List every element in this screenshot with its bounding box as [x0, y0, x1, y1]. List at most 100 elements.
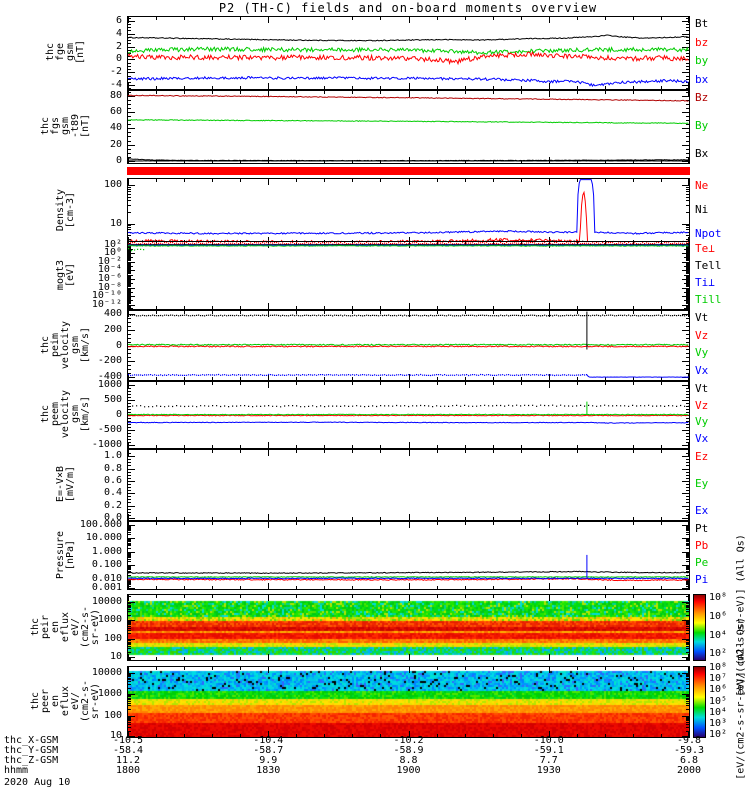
series-Pe	[128, 576, 689, 578]
y-tick-label: 0.4	[103, 487, 122, 499]
legend-Te⊥: Te⊥	[695, 242, 715, 255]
axis-value: 7.7	[539, 755, 558, 766]
legend-Vy: Vy	[695, 415, 709, 429]
y-tick-label: 80	[109, 89, 122, 101]
y-tick-label: -400	[97, 371, 122, 383]
colorbar-tick-label: 10⁸	[709, 662, 728, 674]
series-Vy	[128, 413, 689, 416]
axis-value: 6.8	[679, 755, 699, 766]
colorbar-peer	[693, 666, 706, 738]
y-tick-label: 6	[115, 14, 122, 26]
axis-label-p9: thc peir en eflux eV/ (cm2-s- sr-eV)	[30, 605, 101, 648]
series-Vt	[128, 404, 689, 408]
legend-Ey: Ey	[695, 477, 709, 490]
axis-value: -58.9	[393, 745, 424, 756]
panel-electron-spectrogram	[127, 666, 690, 738]
y-tick-label: 200	[103, 323, 122, 335]
spectrogram-ticks	[128, 595, 689, 660]
axis-value: 2000	[676, 765, 702, 776]
axis-value: -58.7	[253, 745, 284, 756]
axis-value: 1900	[396, 765, 421, 776]
axis-label-p3: Density [cm-3]	[55, 188, 76, 232]
legend-bz: bz	[695, 35, 709, 49]
legend-Pi: Pi	[695, 573, 709, 586]
y-tick-label: 60	[109, 105, 122, 117]
spectrogram-canvas	[128, 667, 689, 737]
y-tick-label: 2	[115, 40, 122, 52]
panel-fgs-field	[127, 90, 690, 164]
y-tick-label: 10⁻⁶	[97, 272, 122, 284]
quality-flag-bar	[127, 167, 690, 175]
axis-row-header: thc_Z-GSM	[4, 755, 59, 766]
y-tick-label: -1000	[91, 439, 122, 451]
panel-ion-spectrogram	[127, 594, 690, 661]
panel-ion-velocity	[127, 310, 690, 381]
date-label: 2020 Aug 10	[4, 777, 71, 788]
panel-efield	[127, 449, 690, 521]
y-tick-label: 0.6	[103, 474, 122, 486]
y-tick-label: 10.000	[85, 532, 122, 544]
legend-Ti⊥: Ti⊥	[695, 276, 715, 289]
y-tick-label: 1000	[97, 378, 122, 390]
colorbar-tick-label: 10⁷	[709, 673, 728, 685]
y-tick-label: 500	[103, 393, 122, 405]
legend-Ez: Ez	[695, 450, 709, 463]
panel-plot	[128, 450, 689, 520]
legend-Bx: Bx	[695, 147, 709, 160]
y-tick-label: 10⁻¹⁰	[91, 290, 122, 302]
axis-value: 8.8	[399, 755, 418, 766]
colorbar-peir	[693, 594, 706, 661]
panel-plot	[128, 91, 689, 163]
legend-Pb: Pb	[695, 539, 709, 552]
axis-value: 1830	[256, 765, 281, 776]
series-Vx-after	[586, 374, 689, 378]
y-tick-label: 1.0	[103, 450, 122, 462]
panel-plot	[128, 311, 689, 380]
series-Npot	[128, 179, 689, 235]
y-tick-label: 40	[109, 122, 122, 134]
axis-value: -9.8	[676, 735, 702, 746]
y-tick-label: 0	[115, 409, 122, 420]
y-tick-label: 400	[103, 307, 122, 319]
series-Vz	[128, 345, 689, 348]
colorbar-tick-label: 10⁸	[709, 592, 728, 604]
panel-density	[127, 178, 690, 244]
y-tick-label: 10⁻¹²	[91, 298, 122, 310]
legend-Till: Till	[695, 293, 722, 306]
axis-label-p8: Pressure [nPa]	[55, 530, 76, 579]
panel-plot	[128, 522, 689, 589]
colorbar-tick-label: 10³	[709, 717, 728, 729]
y-tick-label: 4	[115, 27, 122, 39]
y-tick-label: -2	[109, 66, 122, 78]
legend-Ne: Ne	[695, 179, 709, 192]
series-bx	[128, 75, 689, 88]
axis-value: -59.3	[673, 745, 705, 756]
y-tick-label: 10000	[91, 666, 122, 678]
legend-Tell: Tell	[695, 259, 722, 272]
panel-pressure	[127, 521, 690, 590]
panel-plot	[128, 17, 689, 89]
y-tick-label: -4	[109, 79, 122, 91]
legend-Ex: Ex	[695, 504, 709, 517]
y-tick-label: 0.100	[91, 559, 122, 571]
series-Vy	[128, 343, 689, 346]
axis-row-header: thc_X-GSM	[4, 735, 59, 746]
panel-temperature	[127, 241, 690, 310]
series-Ti-par-dots	[128, 248, 145, 252]
y-tick-label: 1000	[97, 614, 122, 626]
y-tick-label: 10000	[91, 595, 122, 607]
y-tick-label: 10	[109, 651, 122, 663]
y-tick-label: 0.2	[103, 499, 122, 511]
spectrogram-canvas	[128, 595, 689, 660]
series-Vx	[128, 373, 588, 377]
colorbar-tick-label: 10⁶	[709, 610, 728, 622]
axis-value: -10.4	[253, 735, 284, 746]
y-tick-label: 10⁻²	[97, 255, 122, 267]
y-tick-label: 10⁻⁴	[97, 264, 122, 276]
y-tick-label: 20	[109, 138, 122, 150]
legend-Vt: Vt	[695, 311, 709, 324]
legend-Bz: Bz	[695, 91, 709, 104]
colorbar-tick-label: 10⁵	[709, 695, 728, 707]
axis-value: 1800	[115, 765, 141, 776]
legend-Vx: Vx	[695, 432, 709, 445]
